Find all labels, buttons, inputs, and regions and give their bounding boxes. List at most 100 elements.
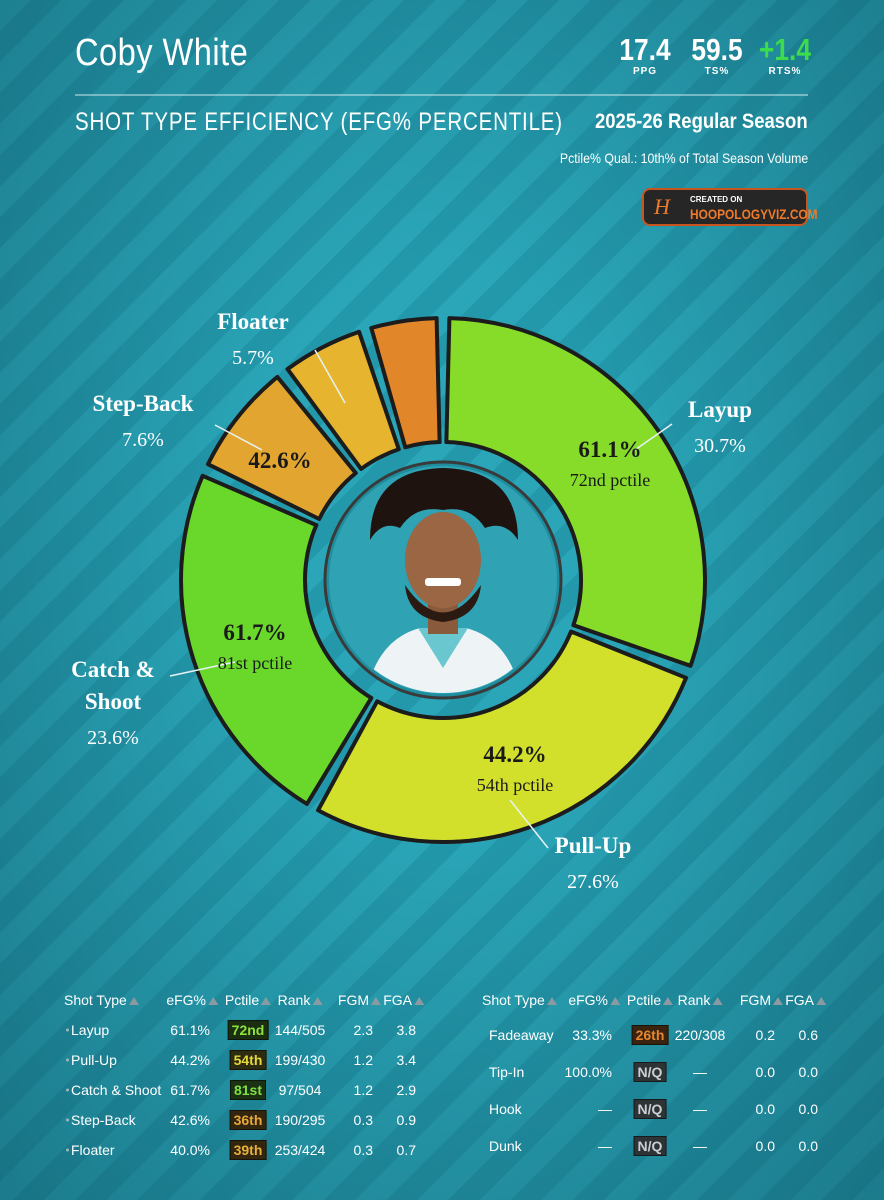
table-cell: 0.6	[798, 1027, 818, 1043]
share-label: 7.6%	[122, 429, 164, 451]
table-cell: N/Q	[633, 1062, 667, 1082]
badge-top: CREATED ON	[690, 195, 743, 204]
table-cell: 54th	[229, 1050, 267, 1070]
column-header: Pctile	[627, 992, 673, 1008]
category-label: Layup	[688, 397, 752, 422]
table-cell: 0.0	[755, 1064, 775, 1080]
donut-slice	[316, 629, 689, 844]
stat-label: RTS%	[768, 66, 802, 77]
table-cell: 1.2	[353, 1052, 373, 1068]
pctile-badge: 81st	[233, 1082, 263, 1098]
column-header: Pctile	[225, 992, 271, 1008]
table-cell: Step-Back	[71, 1112, 136, 1128]
table-cell: 0.7	[396, 1142, 416, 1158]
table-cell: 0.0	[798, 1064, 818, 1080]
inner-label: 42.6%	[248, 446, 311, 476]
pctile-badge: 26th	[635, 1027, 665, 1043]
slice-label: Step-Back 7.6%	[93, 388, 194, 460]
table-cell: 3.4	[396, 1052, 416, 1068]
badge-site: HOOPOLOGYVIZ.COM	[690, 206, 818, 222]
pctile-badge: 54th	[233, 1052, 263, 1068]
column-header: Shot Type	[64, 992, 139, 1008]
table-cell: Catch & Shoot	[71, 1082, 162, 1098]
stat-value: 17.4	[619, 32, 671, 67]
donut-slice	[444, 316, 707, 668]
inner-label: 61.1% 72nd pctile	[570, 435, 650, 495]
table-cell: 190/295	[274, 1112, 326, 1128]
column-header: Shot Type	[482, 992, 557, 1008]
table-cell: 0.0	[798, 1138, 818, 1154]
stat-value: 59.5	[691, 32, 743, 67]
table-cell: 33.3%	[572, 1027, 612, 1043]
table-cell: 0.3	[353, 1142, 373, 1158]
category-label: Pull-Up	[554, 833, 632, 858]
table-cell: 39th	[229, 1140, 267, 1160]
pctile-badge: 39th	[233, 1142, 263, 1158]
table-cell: 0.0	[798, 1101, 818, 1117]
table-cell: —	[598, 1138, 612, 1154]
season: 2025-26 Regular Season	[595, 110, 808, 133]
table-cell: 42.6%	[170, 1112, 210, 1128]
category-label: Step-Back	[92, 391, 194, 416]
table-cell: 199/430	[274, 1052, 326, 1068]
table-cell: Fadeaway	[489, 1027, 554, 1043]
table-cell: 253/424	[274, 1142, 326, 1158]
table-cell: 0.9	[396, 1112, 416, 1128]
table-cell: 44.2%	[170, 1052, 210, 1068]
row-bullet	[66, 1058, 69, 1062]
column-header: Rank	[278, 992, 323, 1008]
donut-slice	[179, 473, 374, 806]
table-cell: 61.1%	[170, 1022, 210, 1038]
inner-label: 44.2% 54th pctile	[477, 740, 553, 800]
stat: 59.5 TS%	[680, 32, 754, 78]
table-cell: 2.3	[353, 1022, 373, 1038]
stat-label: TS%	[704, 66, 730, 77]
column-header: Rank	[678, 992, 723, 1008]
stat-value: +1.4	[758, 32, 812, 67]
site-badge[interactable]: H CREATED ON HOOPOLOGYVIZ.COM	[642, 188, 818, 226]
stat: +1.4 RTS%	[748, 32, 822, 78]
efg-label: 44.2%	[483, 742, 547, 767]
column-header: FGM	[740, 992, 783, 1008]
leader-line	[214, 424, 263, 451]
table-cell: 26th	[631, 1025, 669, 1045]
slice-label: Floater 5.7%	[217, 306, 289, 378]
column-header: FGA	[383, 992, 424, 1008]
leader-line	[169, 661, 236, 677]
table-cell: 100.0%	[564, 1064, 612, 1080]
pctile-label: 54th pctile	[476, 775, 554, 795]
table-cell: 3.8	[396, 1022, 416, 1038]
slice-label: Catch & Shoot 23.6%	[57, 654, 169, 758]
efg-label: 42.6%	[248, 448, 312, 473]
share-label: 30.7%	[694, 435, 746, 457]
leader-line	[314, 349, 346, 404]
table-cell: 144/505	[274, 1022, 326, 1038]
share-label: 23.6%	[87, 727, 139, 749]
table-cell: 220/308	[674, 1027, 726, 1043]
logo: H	[654, 194, 670, 219]
table-cell: 36th	[229, 1110, 267, 1130]
table-cell: —	[693, 1064, 707, 1080]
row-bullet	[66, 1118, 69, 1122]
pctile-badge: N/Q	[637, 1138, 663, 1154]
efg-label: 61.1%	[578, 437, 642, 462]
share-label: 5.7%	[232, 347, 274, 369]
pctile-badge: 72nd	[231, 1022, 265, 1038]
table-cell: 0.0	[755, 1101, 775, 1117]
category-label: Catch & Shoot	[71, 657, 155, 714]
chart-title: SHOT TYPE EFFICIENCY (EFG% PERCENTILE)	[75, 108, 563, 136]
table-cell: Floater	[71, 1142, 115, 1158]
table-cell: Dunk	[489, 1138, 522, 1154]
leader-line	[509, 799, 549, 849]
slice-label: Pull-Up 27.6%	[555, 830, 632, 902]
table-cell: Tip-In	[489, 1064, 525, 1080]
table-cell: 61.7%	[170, 1082, 210, 1098]
stat: 17.4 PPG	[608, 32, 682, 78]
donut-slice	[205, 374, 358, 521]
leader-line	[631, 423, 673, 453]
player-photo	[323, 460, 563, 700]
column-header: FGM	[338, 992, 381, 1008]
efg-label: 61.7%	[223, 620, 287, 645]
